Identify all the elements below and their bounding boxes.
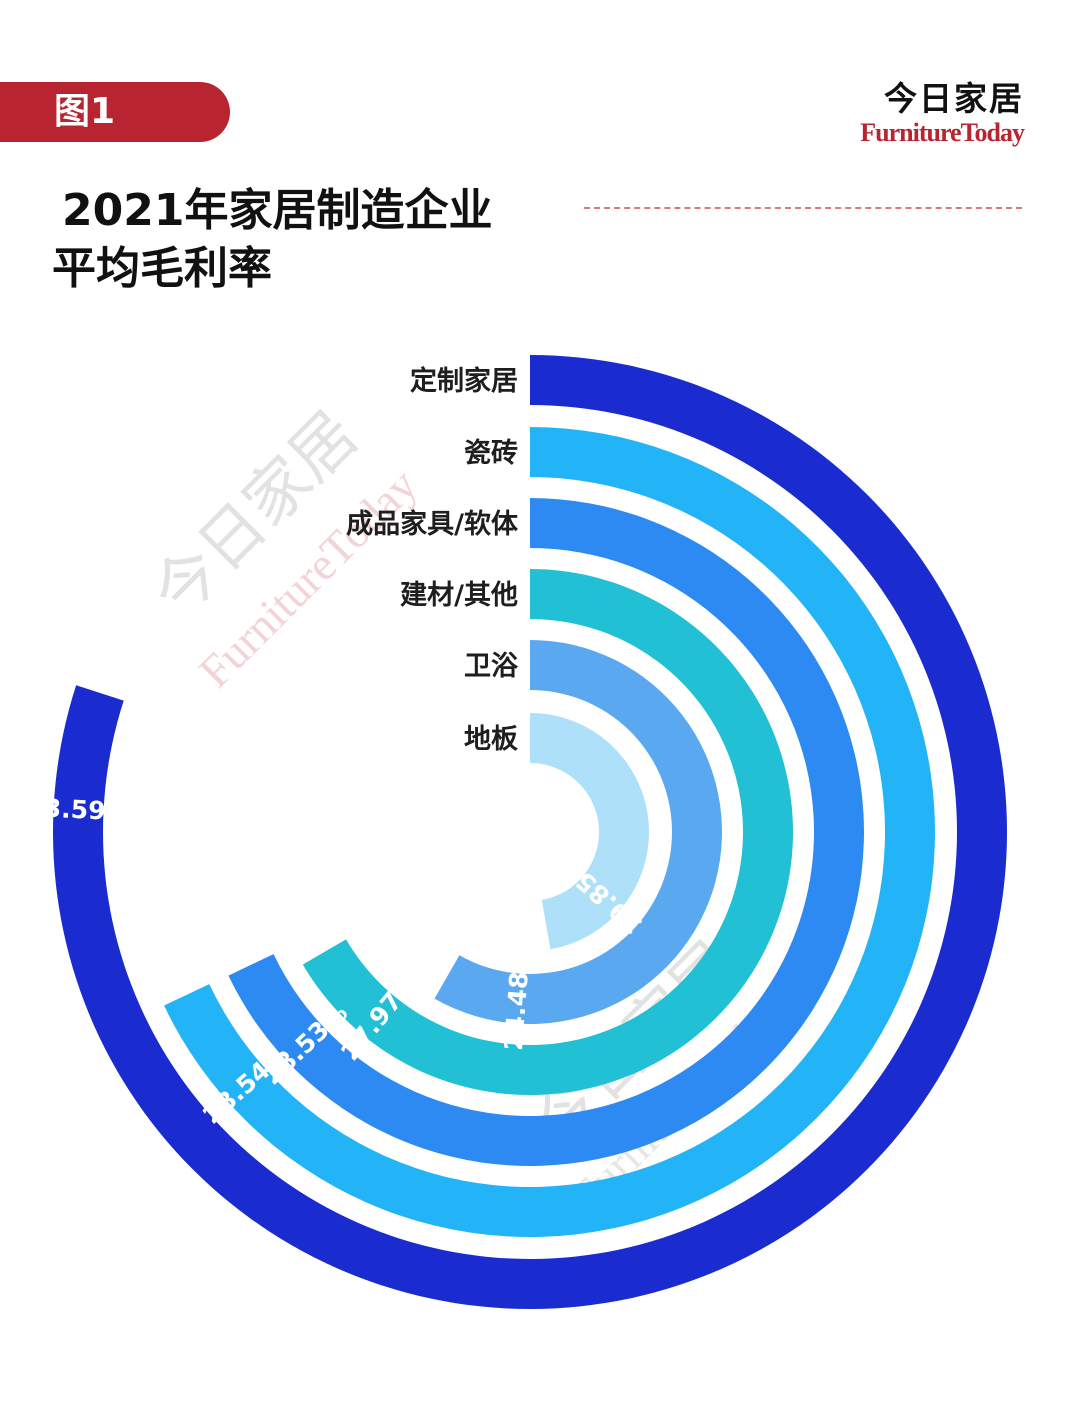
chart-bars [53,355,1008,1309]
category-label-6: 地板 [464,724,518,755]
bar-6 [530,713,649,950]
brand-name-en: FurnitureToday [860,118,1025,147]
category-label-4: 建材/其他 [400,580,518,611]
chart-title: 2021年家居制造企业 平均毛利率 [52,182,492,298]
chart-title-line1: 2021年家居制造企业 [62,185,493,236]
value-label-5: 24.48% [499,945,536,1051]
bar-5 [434,640,723,1024]
brand-name-cn: 今日家居 [884,79,1024,118]
figure-tag: 图1 [0,82,230,142]
category-label-2: 瓷砖 [464,438,518,469]
category-label-1: 定制家居 [410,365,518,397]
title-divider [584,207,1022,209]
category-label-5: 卫浴 [464,651,519,682]
value-label-1: 33.59% [26,793,131,827]
category-label-3: 成品家具/软体 [346,508,519,540]
brand-logo: 今日家居 FurnitureToday [860,79,1025,148]
chart-title-line2: 平均毛利率 [52,243,272,294]
